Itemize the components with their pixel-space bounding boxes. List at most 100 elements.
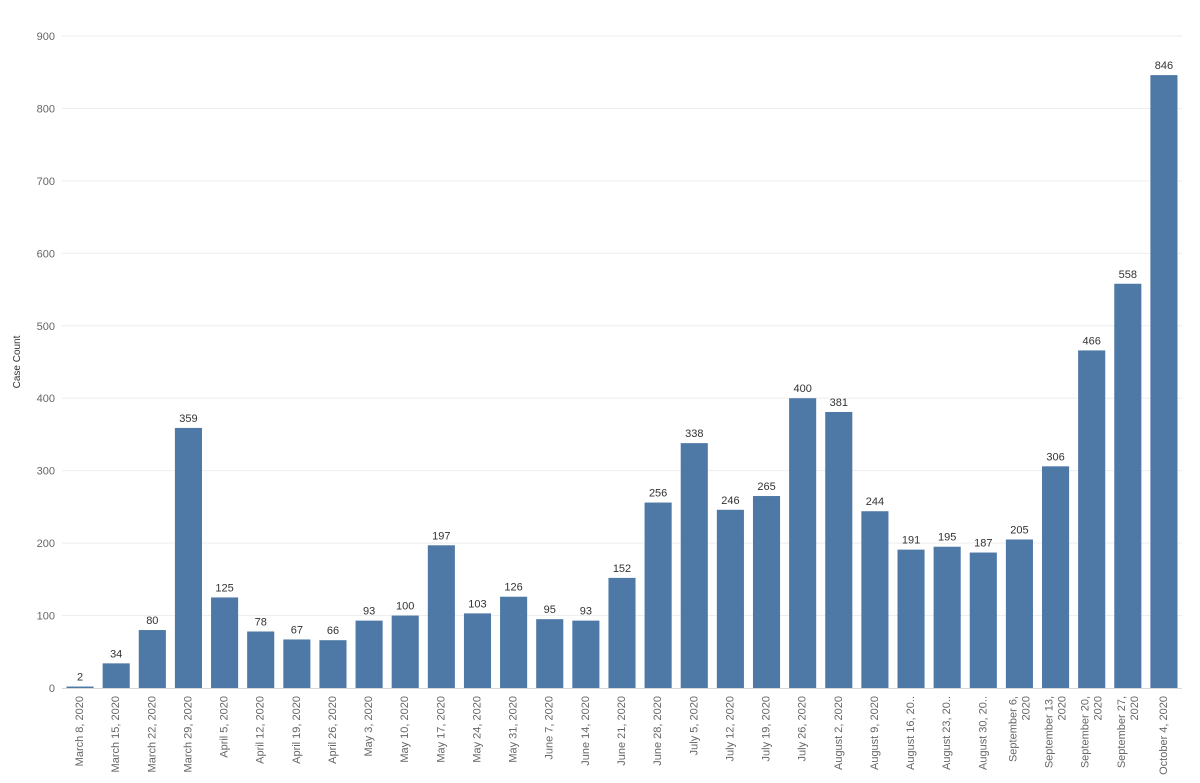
x-tick-text: June 21, 2020: [616, 696, 628, 766]
x-tick-label: June 28, 2020: [652, 696, 664, 766]
x-tick-label: March 22, 2020: [146, 696, 158, 772]
x-tick-text: September 6,2020: [1007, 696, 1032, 762]
x-tick-text: May 31, 2020: [508, 696, 520, 763]
bar: [861, 511, 889, 688]
x-tick-text: October 4, 2020: [1158, 696, 1170, 775]
y-tick-label: 0: [49, 683, 55, 695]
x-tick-label: August 23, 20..: [941, 696, 953, 770]
x-tick-label: July 19, 2020: [761, 696, 773, 761]
x-tick-label: March 15, 2020: [110, 696, 122, 772]
data-label: 95: [544, 604, 556, 616]
x-tick-label: August 2, 2020: [833, 696, 845, 770]
x-tick-label: August 30, 20..: [977, 696, 989, 770]
x-tick-label: April 5, 2020: [219, 696, 231, 758]
bar: [789, 398, 817, 688]
bar: [283, 639, 311, 688]
data-label: 265: [757, 481, 775, 493]
x-tick-label: September 20,2020: [1080, 696, 1105, 768]
x-tick-text: September 13,2020: [1044, 696, 1069, 768]
x-tick-text: May 3, 2020: [363, 696, 375, 757]
data-label: 381: [830, 397, 848, 409]
y-tick-label: 500: [37, 321, 55, 333]
data-label: 93: [363, 606, 375, 618]
y-tick-label: 700: [37, 176, 55, 188]
y-tick-label: 400: [37, 393, 55, 405]
bar: [572, 620, 600, 688]
x-tick-text: April 19, 2020: [291, 696, 303, 764]
y-tick-label: 800: [37, 103, 55, 115]
data-label: 100: [396, 601, 414, 613]
data-label: 125: [215, 582, 233, 594]
y-tick-label: 600: [37, 248, 55, 260]
y-axis-title: Case Count: [12, 335, 23, 388]
data-label: 246: [721, 495, 739, 507]
x-tick-text: March 22, 2020: [146, 696, 158, 772]
bar: [536, 619, 564, 688]
data-label: 197: [432, 530, 450, 542]
data-label: 66: [327, 625, 339, 637]
x-tick-text: June 28, 2020: [652, 696, 664, 766]
data-label: 103: [468, 598, 486, 610]
bar: [102, 663, 130, 688]
x-tick-label: September 13,2020: [1044, 696, 1069, 768]
y-tick-label: 200: [37, 538, 55, 550]
y-tick-label: 900: [37, 31, 55, 43]
x-tick-text: July 5, 2020: [688, 696, 700, 755]
bar: [427, 545, 455, 688]
bar: [897, 549, 925, 688]
x-tick-text: May 17, 2020: [435, 696, 447, 763]
y-tick-label: 300: [37, 466, 55, 478]
bars: [66, 75, 1178, 689]
data-label: 2: [77, 672, 83, 684]
x-tick-label: August 9, 2020: [869, 696, 881, 770]
bar: [391, 615, 419, 688]
data-label: 558: [1119, 269, 1137, 281]
x-tick-label: May 24, 2020: [471, 696, 483, 763]
data-label: 191: [902, 535, 920, 547]
bar: [933, 546, 961, 688]
x-tick-text: August 30, 20..: [977, 696, 989, 770]
x-tick-label: March 8, 2020: [74, 696, 86, 766]
x-tick-text: August 2, 2020: [833, 696, 845, 770]
data-label: 466: [1082, 335, 1100, 347]
bar: [500, 596, 528, 688]
x-tick-label: April 26, 2020: [327, 696, 339, 764]
x-tick-label: June 21, 2020: [616, 696, 628, 766]
x-tick-text: April 26, 2020: [327, 696, 339, 764]
bar: [247, 631, 275, 688]
x-tick-text: August 9, 2020: [869, 696, 881, 770]
bar: [825, 411, 853, 688]
data-label: 80: [146, 615, 158, 627]
x-tick-text: July 26, 2020: [797, 696, 809, 761]
x-tick-text: March 15, 2020: [110, 696, 122, 772]
bar: [644, 502, 672, 688]
y-tick-label: 100: [37, 611, 55, 623]
x-tick-label: September 27,2020: [1116, 696, 1141, 768]
data-label: 78: [255, 616, 267, 628]
data-label: 256: [649, 488, 667, 500]
x-tick-label: June 7, 2020: [544, 696, 556, 760]
data-label: 244: [866, 496, 884, 508]
x-tick-label: August 16, 20..: [905, 696, 917, 770]
x-tick-text: July 12, 2020: [724, 696, 736, 761]
x-tick-text: July 19, 2020: [761, 696, 773, 761]
bar: [319, 640, 347, 688]
bar: [1078, 350, 1106, 688]
x-tick-text: September 27,2020: [1116, 696, 1141, 768]
data-label: 126: [504, 582, 522, 594]
x-tick-label: March 29, 2020: [182, 696, 194, 772]
bar: [1042, 466, 1070, 688]
data-label: 67: [291, 624, 303, 636]
x-tick-label: April 12, 2020: [255, 696, 267, 764]
x-tick-label: July 26, 2020: [797, 696, 809, 761]
bar: [1150, 75, 1178, 689]
x-tick-text: March 8, 2020: [74, 696, 86, 766]
data-label: 34: [110, 648, 122, 660]
x-axis-ticks: March 8, 2020 March 15, 2020 March 22, 202…: [74, 696, 1170, 775]
x-tick-label: October 4, 2020: [1158, 696, 1170, 775]
bar: [608, 577, 636, 688]
x-tick-text: June 14, 2020: [580, 696, 592, 766]
x-tick-text: May 24, 2020: [471, 696, 483, 763]
